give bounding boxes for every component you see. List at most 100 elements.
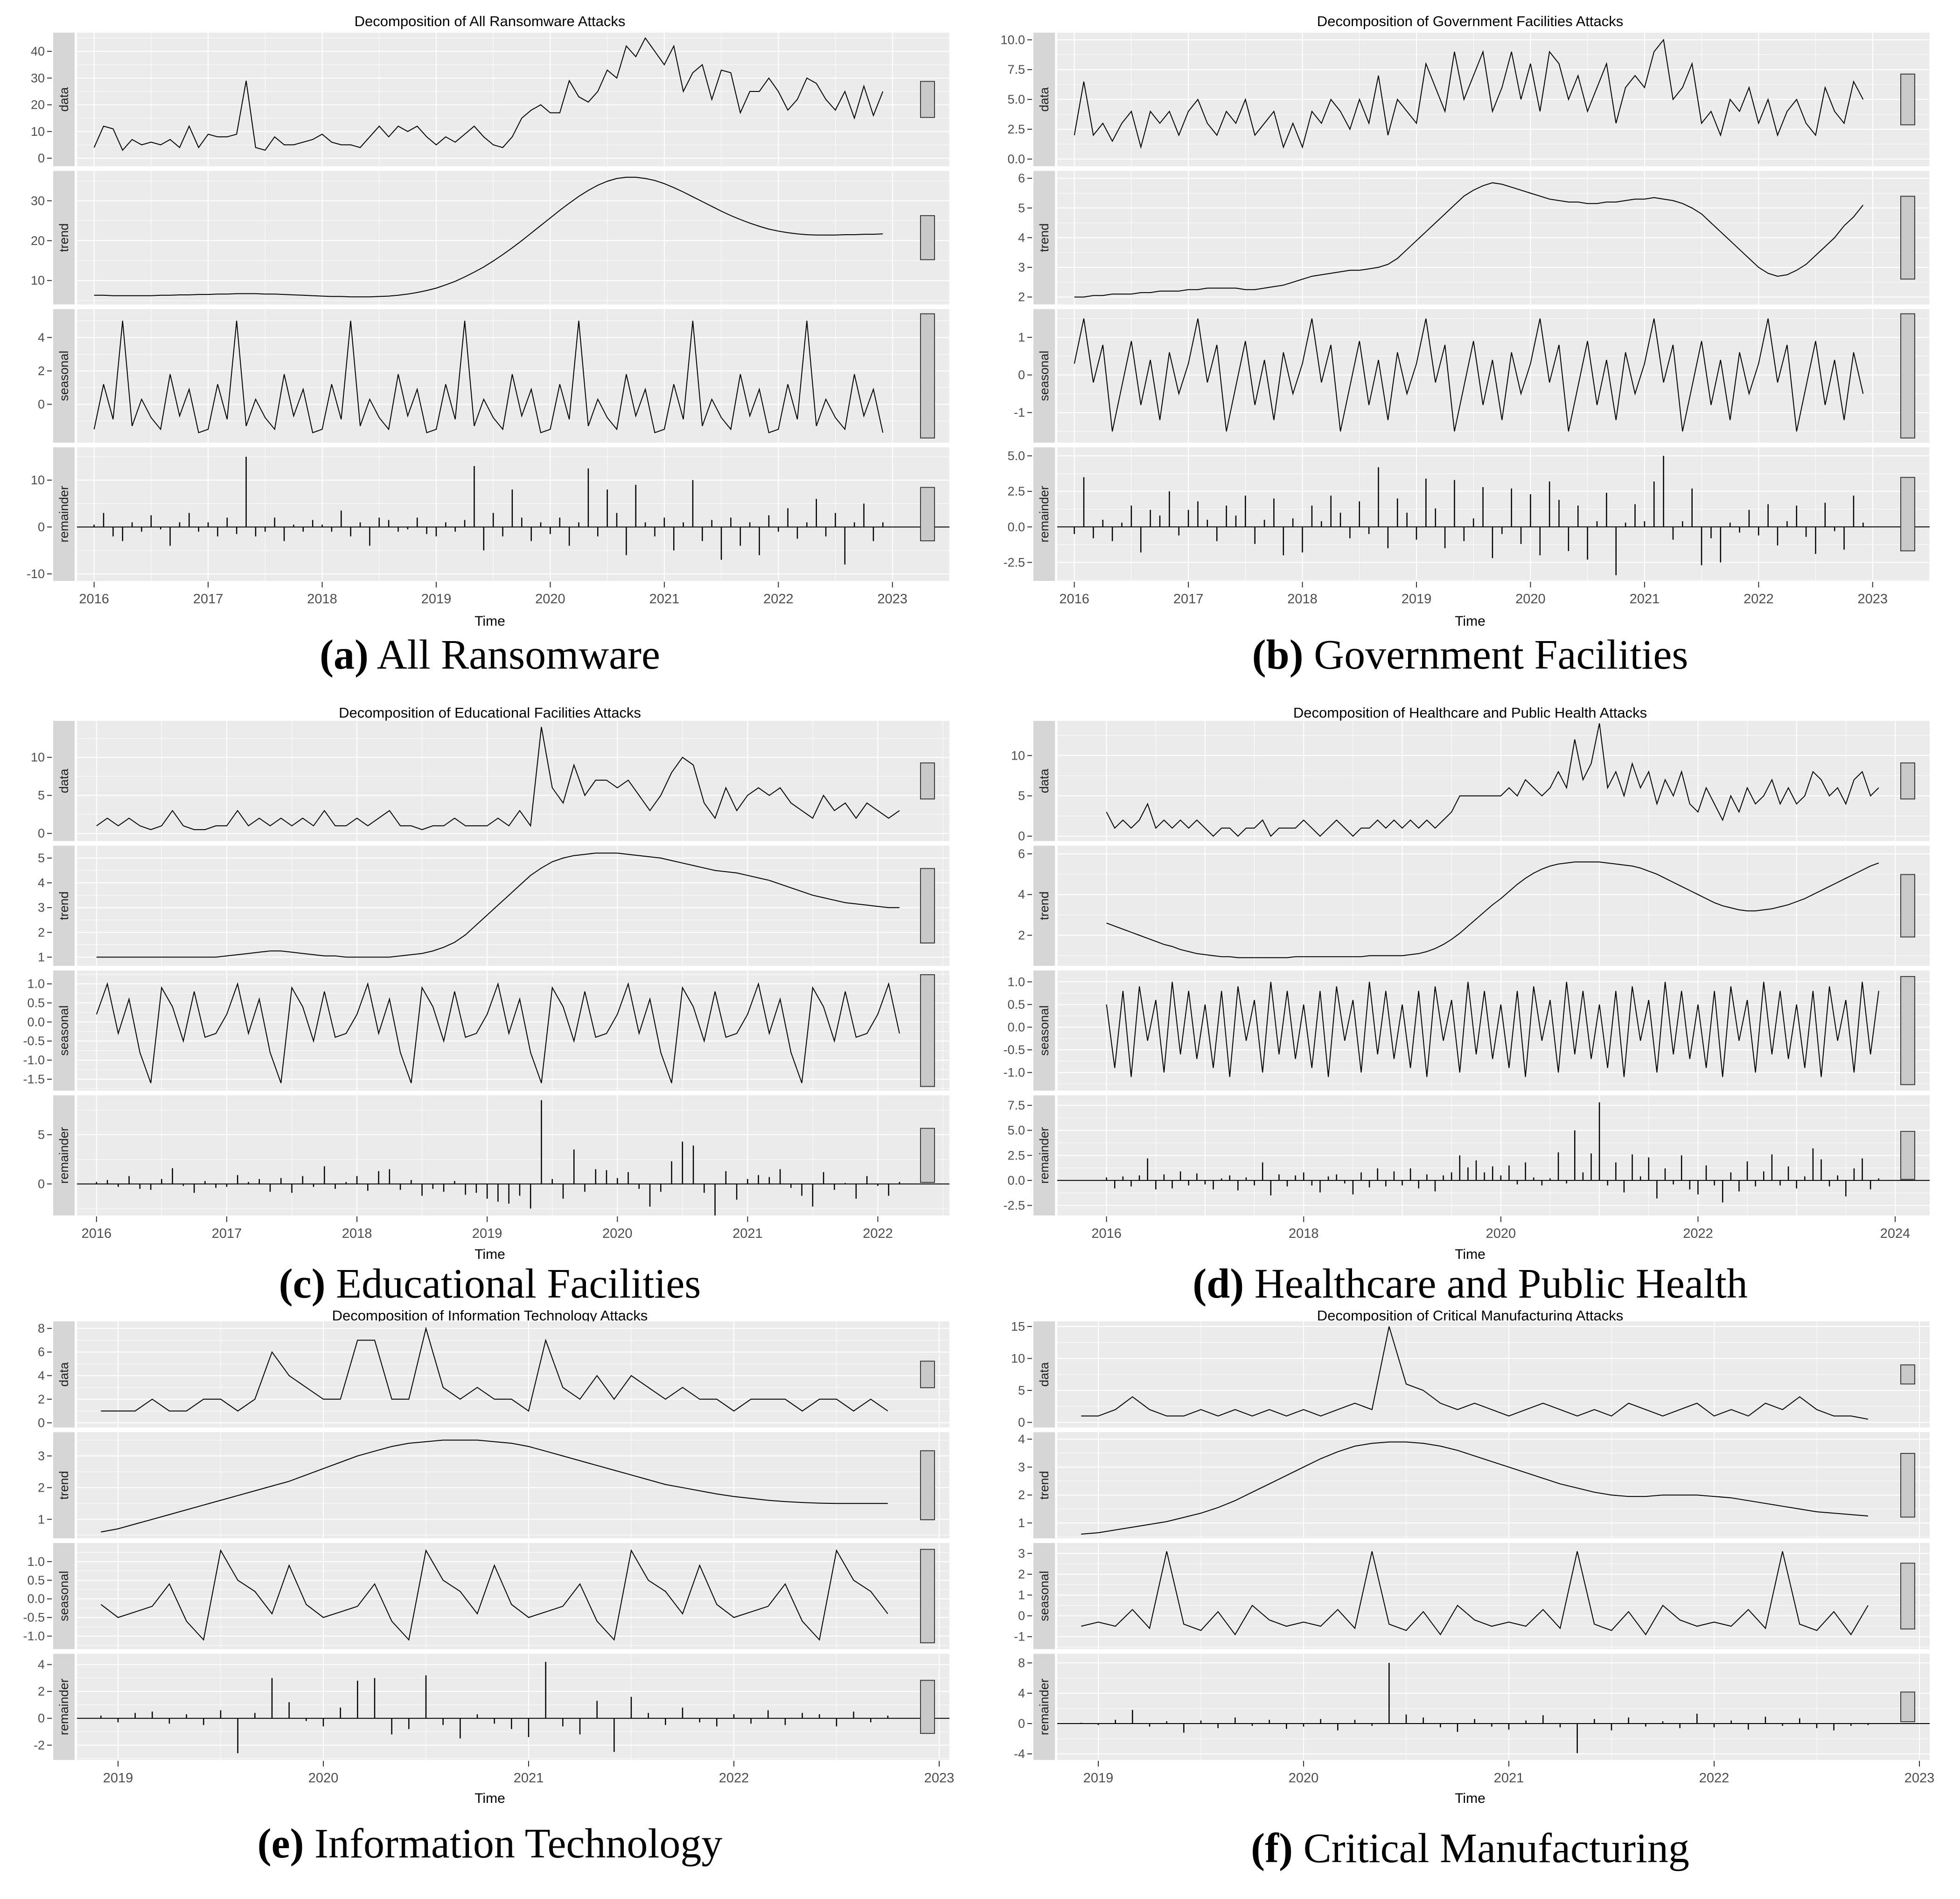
svg-text:3: 3	[1018, 260, 1025, 274]
decomposition-plot: data 0 10 20 30 40 trend 10 20 30 seasonal 0 2 4 remai…	[27, 33, 950, 607]
svg-text:trend: trend	[1037, 891, 1051, 920]
svg-text:0: 0	[38, 1177, 45, 1191]
svg-text:seasonal: seasonal	[57, 1571, 71, 1621]
svg-text:0.0: 0.0	[1007, 520, 1025, 534]
svg-text:0.0: 0.0	[27, 1015, 45, 1029]
svg-text:data: data	[57, 1361, 71, 1387]
caption-letter: (e)	[257, 1821, 304, 1867]
svg-text:2: 2	[38, 1392, 45, 1406]
svg-text:data: data	[1037, 87, 1051, 112]
svg-text:1: 1	[38, 950, 45, 964]
svg-text:2016: 2016	[1091, 1226, 1122, 1241]
svg-text:6: 6	[1018, 171, 1025, 185]
svg-text:7.5: 7.5	[1007, 1098, 1025, 1112]
svg-text:2: 2	[38, 1684, 45, 1698]
svg-text:2020: 2020	[1289, 1771, 1319, 1786]
svg-text:5: 5	[1018, 1383, 1025, 1397]
svg-text:remainder: remainder	[1037, 486, 1051, 543]
svg-text:0: 0	[38, 1416, 45, 1430]
svg-text:remainder: remainder	[1037, 1127, 1051, 1184]
svg-text:5.0: 5.0	[1007, 92, 1025, 106]
svg-text:0: 0	[38, 520, 45, 534]
svg-text:1: 1	[1018, 1516, 1025, 1530]
svg-text:4: 4	[38, 876, 45, 890]
svg-text:1.0: 1.0	[27, 1555, 45, 1569]
svg-text:8: 8	[1018, 1656, 1025, 1670]
svg-text:7.5: 7.5	[1007, 63, 1025, 77]
svg-text:-2.5: -2.5	[1003, 555, 1025, 569]
svg-text:0: 0	[38, 1711, 45, 1725]
x-axis-title: Time	[474, 1791, 505, 1806]
svg-text:2.5: 2.5	[1007, 1148, 1025, 1162]
svg-text:-0.5: -0.5	[23, 1034, 45, 1048]
svg-text:5: 5	[38, 851, 45, 865]
svg-text:remainder: remainder	[57, 1127, 71, 1184]
svg-text:2022: 2022	[1683, 1226, 1713, 1241]
svg-text:2021: 2021	[1630, 592, 1660, 607]
svg-text:2022: 2022	[719, 1771, 749, 1786]
svg-text:0: 0	[1018, 1416, 1025, 1430]
svg-text:10: 10	[31, 473, 45, 487]
svg-text:2020: 2020	[1486, 1226, 1516, 1241]
svg-text:3: 3	[1018, 1546, 1025, 1560]
svg-text:-1.0: -1.0	[1003, 1066, 1025, 1080]
svg-text:20: 20	[31, 98, 45, 112]
plot-title: Decomposition of Information Technology …	[332, 1307, 648, 1324]
svg-text:10: 10	[31, 273, 45, 287]
svg-text:-1.0: -1.0	[23, 1053, 45, 1067]
figure-critical-manufacturing: Decomposition of Critical Manufacturing …	[980, 1306, 1960, 1899]
svg-text:data: data	[1037, 1361, 1051, 1387]
svg-text:0: 0	[38, 397, 45, 411]
svg-text:3: 3	[38, 901, 45, 915]
svg-text:trend: trend	[1037, 1471, 1051, 1500]
svg-text:seasonal: seasonal	[1037, 1571, 1051, 1621]
svg-text:6: 6	[1018, 847, 1025, 861]
svg-text:2017: 2017	[1173, 592, 1204, 607]
svg-text:2022: 2022	[1744, 592, 1774, 607]
svg-text:2: 2	[1018, 929, 1025, 943]
svg-text:2018: 2018	[307, 592, 337, 607]
svg-text:2023: 2023	[1858, 592, 1888, 607]
svg-text:seasonal: seasonal	[1037, 351, 1051, 401]
svg-text:0: 0	[1018, 829, 1025, 843]
svg-text:0.5: 0.5	[27, 1573, 45, 1587]
svg-text:3: 3	[38, 1449, 45, 1463]
svg-text:2019: 2019	[103, 1771, 133, 1786]
svg-text:5: 5	[38, 789, 45, 803]
figure-caption: (d) Healthcare and Public Health	[980, 1260, 1960, 1308]
svg-text:-1.5: -1.5	[23, 1072, 45, 1086]
svg-text:4: 4	[38, 1368, 45, 1382]
svg-text:2022: 2022	[863, 1226, 893, 1241]
svg-text:10: 10	[1011, 1351, 1025, 1365]
svg-text:seasonal: seasonal	[57, 351, 71, 401]
svg-text:2019: 2019	[1402, 592, 1432, 607]
decomposition-plot: data 0 5 10 15 trend 1 2 3 4 seasonal -1 0 1 2 3 remaind…	[1011, 1321, 1934, 1786]
svg-text:4: 4	[38, 330, 45, 344]
svg-text:4: 4	[1018, 230, 1025, 244]
svg-text:2021: 2021	[514, 1771, 544, 1786]
svg-text:5: 5	[38, 1128, 45, 1142]
svg-text:0: 0	[1018, 1609, 1025, 1623]
svg-text:1: 1	[38, 1512, 45, 1526]
svg-text:2.5: 2.5	[1007, 122, 1025, 136]
svg-text:1.0: 1.0	[27, 977, 45, 991]
svg-text:2017: 2017	[193, 592, 223, 607]
svg-text:10: 10	[31, 750, 45, 764]
svg-text:2020: 2020	[1515, 592, 1546, 607]
figure-caption: (f) Critical Manufacturing	[980, 1824, 1960, 1872]
svg-text:2016: 2016	[1059, 592, 1089, 607]
svg-text:2023: 2023	[878, 592, 908, 607]
svg-text:2024: 2024	[1880, 1226, 1911, 1241]
svg-text:30: 30	[31, 194, 45, 208]
svg-text:2: 2	[1018, 1488, 1025, 1502]
svg-text:5.0: 5.0	[1007, 1124, 1025, 1138]
figure-healthcare-public-health: Decomposition of Healthcare and Public H…	[980, 700, 1960, 1308]
svg-text:remainder: remainder	[57, 1678, 71, 1735]
svg-text:2022: 2022	[1699, 1771, 1730, 1786]
svg-text:remainder: remainder	[57, 486, 71, 543]
svg-text:2021: 2021	[732, 1226, 763, 1241]
figure-caption: (a) All Ransomware	[0, 631, 980, 679]
x-axis-title: Time	[1455, 1247, 1486, 1262]
x-axis-title: Time	[474, 614, 505, 629]
svg-text:2: 2	[38, 1480, 45, 1494]
